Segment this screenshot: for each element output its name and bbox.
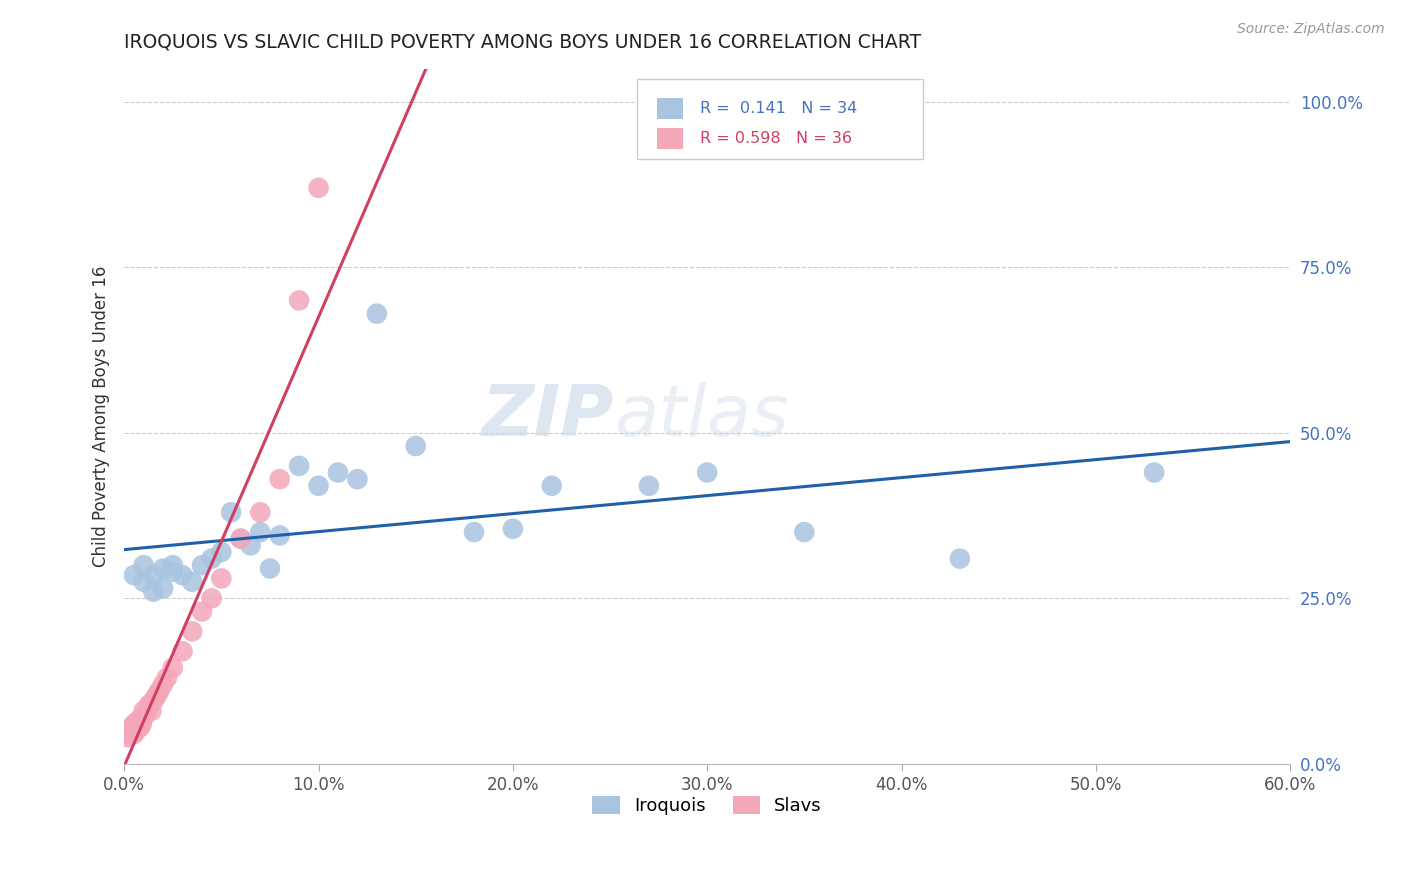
Point <box>638 479 661 493</box>
Point <box>127 714 149 728</box>
Point <box>142 584 165 599</box>
Point <box>181 624 204 639</box>
Point <box>696 466 718 480</box>
Point <box>366 307 388 321</box>
Point <box>793 525 815 540</box>
Point <box>117 731 139 745</box>
Point <box>172 644 194 658</box>
Point <box>152 582 174 596</box>
Point <box>191 558 214 573</box>
Point <box>138 698 160 712</box>
Point <box>132 574 155 589</box>
Point <box>122 717 145 731</box>
Point <box>152 561 174 575</box>
Point <box>229 532 252 546</box>
Point <box>131 717 153 731</box>
Point <box>346 472 368 486</box>
Point <box>249 505 271 519</box>
Point <box>288 293 311 308</box>
Point <box>219 505 242 519</box>
Text: R = 0.598   N = 36: R = 0.598 N = 36 <box>700 131 852 145</box>
Point <box>191 605 214 619</box>
Point <box>405 439 427 453</box>
Text: IROQUOIS VS SLAVIC CHILD POVERTY AMONG BOYS UNDER 16 CORRELATION CHART: IROQUOIS VS SLAVIC CHILD POVERTY AMONG B… <box>124 33 921 52</box>
Point <box>127 720 149 734</box>
Point <box>136 700 159 714</box>
Point <box>135 707 157 722</box>
Point <box>502 522 524 536</box>
Point <box>131 710 153 724</box>
Point <box>121 720 143 734</box>
Point <box>209 545 232 559</box>
Point <box>162 558 184 573</box>
Point <box>156 671 179 685</box>
Point <box>249 525 271 540</box>
Point <box>269 528 291 542</box>
Point <box>162 565 184 579</box>
Point <box>132 558 155 573</box>
FancyBboxPatch shape <box>657 128 683 149</box>
Point <box>229 532 252 546</box>
Point <box>239 538 262 552</box>
Point <box>142 568 165 582</box>
Point <box>122 568 145 582</box>
Point <box>141 704 163 718</box>
Point <box>540 479 562 493</box>
FancyBboxPatch shape <box>657 98 683 119</box>
Point <box>288 458 311 473</box>
Point <box>148 684 170 698</box>
Point <box>172 568 194 582</box>
Point <box>269 472 291 486</box>
Point <box>142 694 165 708</box>
Point <box>121 723 143 738</box>
Point <box>125 723 148 738</box>
Text: ZIP: ZIP <box>482 382 614 450</box>
Legend: Iroquois, Slavs: Iroquois, Slavs <box>583 787 831 824</box>
Point <box>259 561 281 575</box>
Point <box>949 551 972 566</box>
Point <box>128 714 150 728</box>
Point <box>132 704 155 718</box>
Point <box>181 574 204 589</box>
Point <box>128 720 150 734</box>
Point <box>308 479 330 493</box>
Point <box>132 710 155 724</box>
Point <box>463 525 485 540</box>
Point <box>162 661 184 675</box>
Point <box>201 551 224 566</box>
FancyBboxPatch shape <box>637 79 922 159</box>
Point <box>209 571 232 585</box>
Point <box>146 687 169 701</box>
Text: R =  0.141   N = 34: R = 0.141 N = 34 <box>700 101 858 116</box>
Point <box>201 591 224 606</box>
Point <box>1143 466 1166 480</box>
Point <box>326 466 349 480</box>
Point <box>152 677 174 691</box>
Point <box>143 690 166 705</box>
Text: Source: ZipAtlas.com: Source: ZipAtlas.com <box>1237 22 1385 37</box>
Point <box>308 181 330 195</box>
Point <box>122 727 145 741</box>
Point <box>118 727 141 741</box>
Text: atlas: atlas <box>614 382 789 450</box>
Y-axis label: Child Poverty Among Boys Under 16: Child Poverty Among Boys Under 16 <box>93 266 110 567</box>
